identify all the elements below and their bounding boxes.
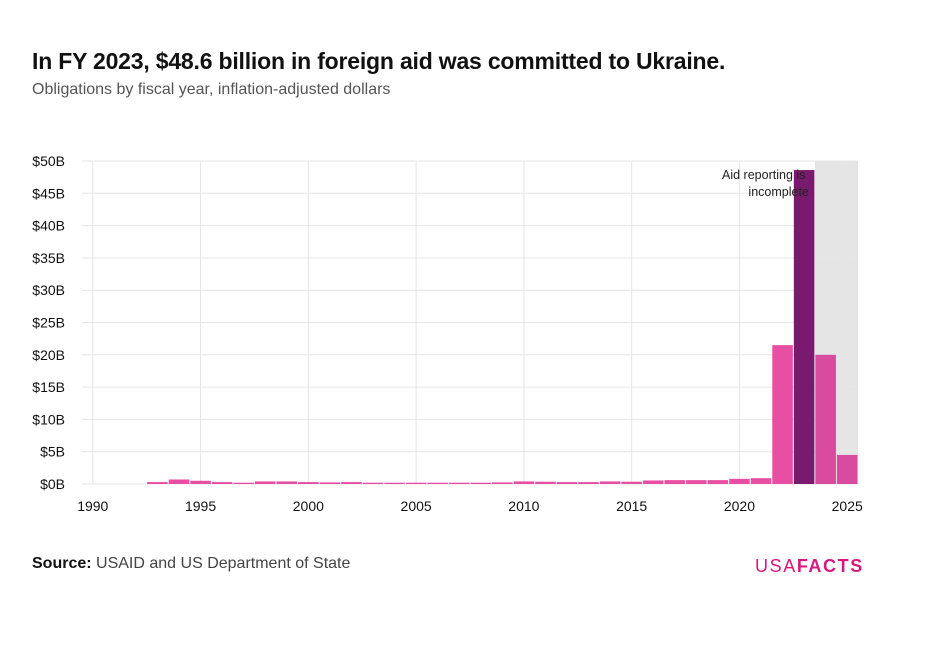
usafacts-logo: USAFACTS [755,556,864,577]
y-tick-label: $0B [40,476,65,492]
bar-2000 [298,482,319,484]
source-note: Source: USAID and US Department of State [32,555,350,573]
bar-2021 [750,478,772,484]
grid-layer [82,160,858,485]
bar-1997 [233,482,254,484]
axis-layer: $0B $5B $10B $15B $20B $25B $30B $35B $40B $45B $5… [32,153,863,514]
x-tick-label: 1990 [77,498,108,514]
y-tick-label: $40B [32,218,65,234]
bar-2015 [621,481,642,484]
x-tick-label: 2025 [832,498,863,514]
y-tick-label: $10B [32,411,65,427]
bar-2008 [470,482,492,484]
y-tick-label: $25B [32,315,65,331]
annotation-line-1: Aid reporting is [722,168,805,182]
bar-2009 [492,482,513,484]
x-tick-label: 2005 [401,498,432,514]
y-tick-label: $50B [32,153,65,169]
x-tick-label: 2000 [293,498,324,514]
bar-2010 [513,481,535,484]
bar-2018 [686,480,707,484]
logo-part-facts: FACTS [796,556,864,576]
source-text: USAID and US Department of State [96,555,351,572]
bar-1999 [276,481,298,484]
x-tick-label: 1995 [185,498,216,514]
y-tick-label: $30B [32,282,65,298]
bar-2022 [772,345,793,484]
bar-2011 [535,481,556,484]
bar-2019 [707,480,729,484]
bar-1996 [211,482,233,484]
bar-2024 [815,354,836,484]
bar-2003 [362,482,384,484]
y-tick-label: $35B [32,250,65,266]
bar-2013 [578,482,599,484]
source-label: Source: [32,555,92,572]
chart-subtitle: Obligations by fiscal year, inflation-ad… [32,81,391,98]
bar-2017 [664,480,686,484]
bar-2012 [556,482,578,484]
bar-2014 [599,481,621,484]
bar-1995 [190,480,211,484]
bar-2007 [448,482,470,484]
bar-1998 [254,481,276,484]
x-tick-label: 2010 [508,498,539,514]
bar-2020 [729,478,750,484]
x-tick-label: 2015 [616,498,647,514]
bar-2004 [384,482,405,484]
bar-2023 [793,170,815,484]
y-tick-label: $15B [32,379,65,395]
y-tick-label: $5B [40,444,65,460]
bar-layer [147,170,858,484]
bar-2006 [427,482,448,484]
logo-part-usa: USA [755,556,797,576]
bar-2005 [405,482,427,484]
bar-2025 [836,454,858,484]
y-tick-label: $45B [32,185,65,201]
bar-2016 [642,480,664,484]
annotation-line-2: incomplete [748,185,808,199]
y-tick-label: $20B [32,347,65,363]
incomplete-annotation: Aid reporting is incomplete [722,168,809,199]
bar-2002 [341,482,362,484]
x-tick-label: 2020 [724,498,755,514]
bar-1994 [168,479,190,484]
chart-title: In FY 2023, $48.6 billion in foreign aid… [32,48,726,74]
bar-1993 [147,482,168,484]
bar-2001 [319,482,341,484]
